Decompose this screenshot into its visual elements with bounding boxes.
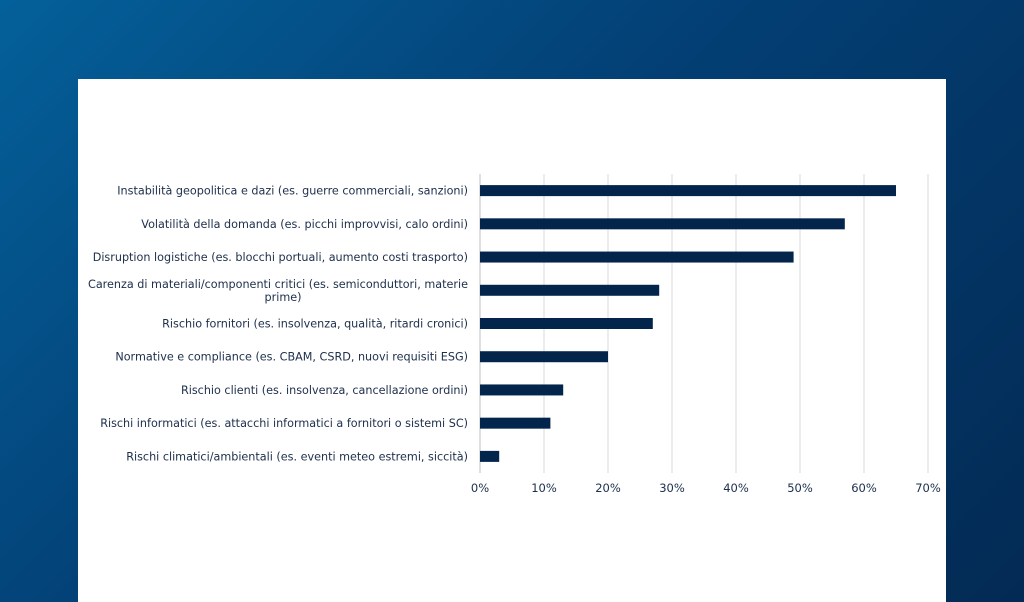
bar: [480, 351, 608, 363]
x-tick-label: 70%: [915, 481, 941, 495]
category-label: Volatilità della domanda (es. picchi imp…: [141, 218, 468, 231]
bar: [480, 185, 896, 197]
category-label: Rischi informatici (es. attacchi informa…: [100, 417, 468, 430]
bar: [480, 417, 551, 429]
x-tick-labels: 0% 10% 20% 30% 40% 50% 60% 70%: [471, 481, 941, 495]
x-tick-label: 0%: [471, 481, 489, 495]
bar: [480, 251, 794, 263]
bar: [480, 318, 653, 329]
category-label: Rischi climatici/ambientali (es. eventi …: [126, 450, 468, 463]
x-tick-label: 40%: [723, 481, 749, 495]
category-label: Rischio fornitori (es. insolvenza, quali…: [162, 318, 468, 331]
x-tick-label: 30%: [659, 481, 685, 495]
bars: [480, 185, 896, 462]
bar: [480, 284, 660, 296]
x-tick-label: 10%: [531, 481, 557, 495]
category-labels: Instabilità geopolitica e dazi (es. guer…: [88, 185, 468, 464]
x-tick-label: 20%: [595, 481, 621, 495]
category-label: Rischio clienti (es. insolvenza, cancell…: [181, 384, 468, 397]
chart-card: [78, 79, 946, 602]
category-label: Disruption logistiche (es. blocchi portu…: [93, 251, 468, 264]
bar: [480, 450, 500, 462]
category-label: Normative e compliance (es. CBAM, CSRD, …: [115, 351, 468, 364]
x-tick-label: 50%: [787, 481, 813, 495]
bar: [480, 218, 845, 230]
category-label: Carenza di materiali/componenti critici …: [88, 278, 468, 304]
category-label: Instabilità geopolitica e dazi (es. guer…: [117, 185, 468, 198]
x-tick-label: 60%: [851, 481, 877, 495]
bar: [480, 384, 564, 396]
